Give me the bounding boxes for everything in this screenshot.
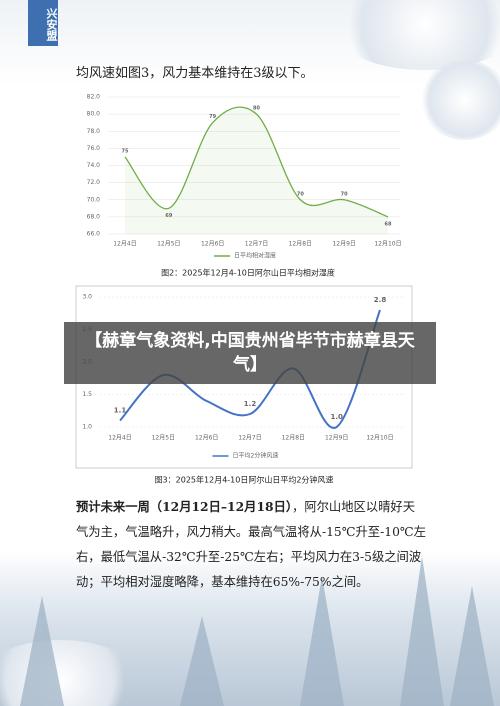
y-tick-label: 3.0 bbox=[82, 294, 92, 301]
snow-branch bbox=[420, 60, 500, 140]
x-tick-label: 12月4日 bbox=[108, 435, 131, 442]
data-label: 69 bbox=[165, 213, 172, 219]
tree bbox=[450, 586, 494, 706]
x-tick-label: 12月4日 bbox=[113, 241, 136, 248]
y-tick-label: 74.0 bbox=[87, 162, 101, 169]
area bbox=[125, 107, 388, 234]
data-label: 70 bbox=[297, 191, 304, 197]
tree bbox=[400, 556, 444, 706]
x-tick-label: 12月7日 bbox=[245, 241, 268, 248]
data-label: 1.0 bbox=[330, 413, 343, 421]
y-tick-label: 66.0 bbox=[87, 231, 101, 238]
y-tick-label: 82.0 bbox=[87, 94, 101, 101]
line bbox=[124, 106, 389, 218]
legend-label: 日平均相对湿度 bbox=[234, 252, 276, 260]
x-tick-label: 12月5日 bbox=[157, 241, 180, 248]
y-tick-label: 72.0 bbox=[87, 179, 101, 186]
tree bbox=[300, 576, 344, 706]
x-tick-label: 12月7日 bbox=[238, 435, 261, 442]
intro-text: 均风速如图3，风力基本维持在3级以下。 bbox=[76, 66, 314, 81]
y-tick-label: 1.5 bbox=[82, 391, 92, 398]
data-label: 70 bbox=[341, 191, 348, 197]
caption: 图2：2025年12月4-10日阿尔山日平均相对湿度 bbox=[161, 268, 335, 278]
data-label: 1.2 bbox=[244, 400, 257, 408]
y-tick-label: 78.0 bbox=[87, 128, 101, 135]
data-label: 79 bbox=[209, 114, 216, 120]
y-tick-label: 76.0 bbox=[87, 145, 101, 152]
tree bbox=[20, 596, 64, 706]
data-label: 68 bbox=[385, 221, 392, 227]
x-tick-label: 12月9日 bbox=[325, 435, 348, 442]
paragraph-body: ，阿尔山地区以晴好天气为主，气温略升，风力稍大。最高气温将从-15℃升至-10℃… bbox=[76, 500, 426, 589]
legend-label: 日平均2分钟风速 bbox=[233, 452, 279, 460]
caption: 图3：2025年12月4-10日阿尔山日平均2分钟风速 bbox=[155, 475, 334, 485]
y-tick-label: 70.0 bbox=[87, 196, 101, 203]
data-label: 1.1 bbox=[114, 407, 127, 415]
tree bbox=[180, 616, 224, 706]
x-tick-label: 12月8日 bbox=[282, 435, 305, 442]
x-tick-label: 12月6日 bbox=[195, 435, 218, 442]
y-tick-label: 1.0 bbox=[82, 424, 92, 431]
x-tick-label: 12月8日 bbox=[289, 241, 312, 248]
paragraph-lead: 预计未来一周（12月12日–12月18日） bbox=[76, 499, 293, 514]
y-tick-label: 68.0 bbox=[87, 213, 101, 220]
data-label: 2.8 bbox=[374, 296, 387, 304]
x-tick-label: 12月5日 bbox=[152, 435, 175, 442]
x-tick-label: 12月10日 bbox=[374, 241, 401, 248]
x-tick-label: 12月6日 bbox=[201, 241, 224, 248]
paragraph: 预计未来一周（12月12日–12月18日），阿尔山地区以晴好天气为主，气温略升，… bbox=[76, 494, 426, 595]
badge: 兴安盟 bbox=[28, 0, 58, 46]
y-tick-label: 80.0 bbox=[87, 111, 101, 118]
data-label: 80 bbox=[253, 106, 260, 112]
x-tick-label: 12月10日 bbox=[366, 435, 393, 442]
data-label: 75 bbox=[122, 148, 129, 154]
banner: 【赫章气象资料,中国贵州省毕节市赫章县天气】 bbox=[64, 322, 436, 384]
x-tick-label: 12月9日 bbox=[332, 241, 355, 248]
